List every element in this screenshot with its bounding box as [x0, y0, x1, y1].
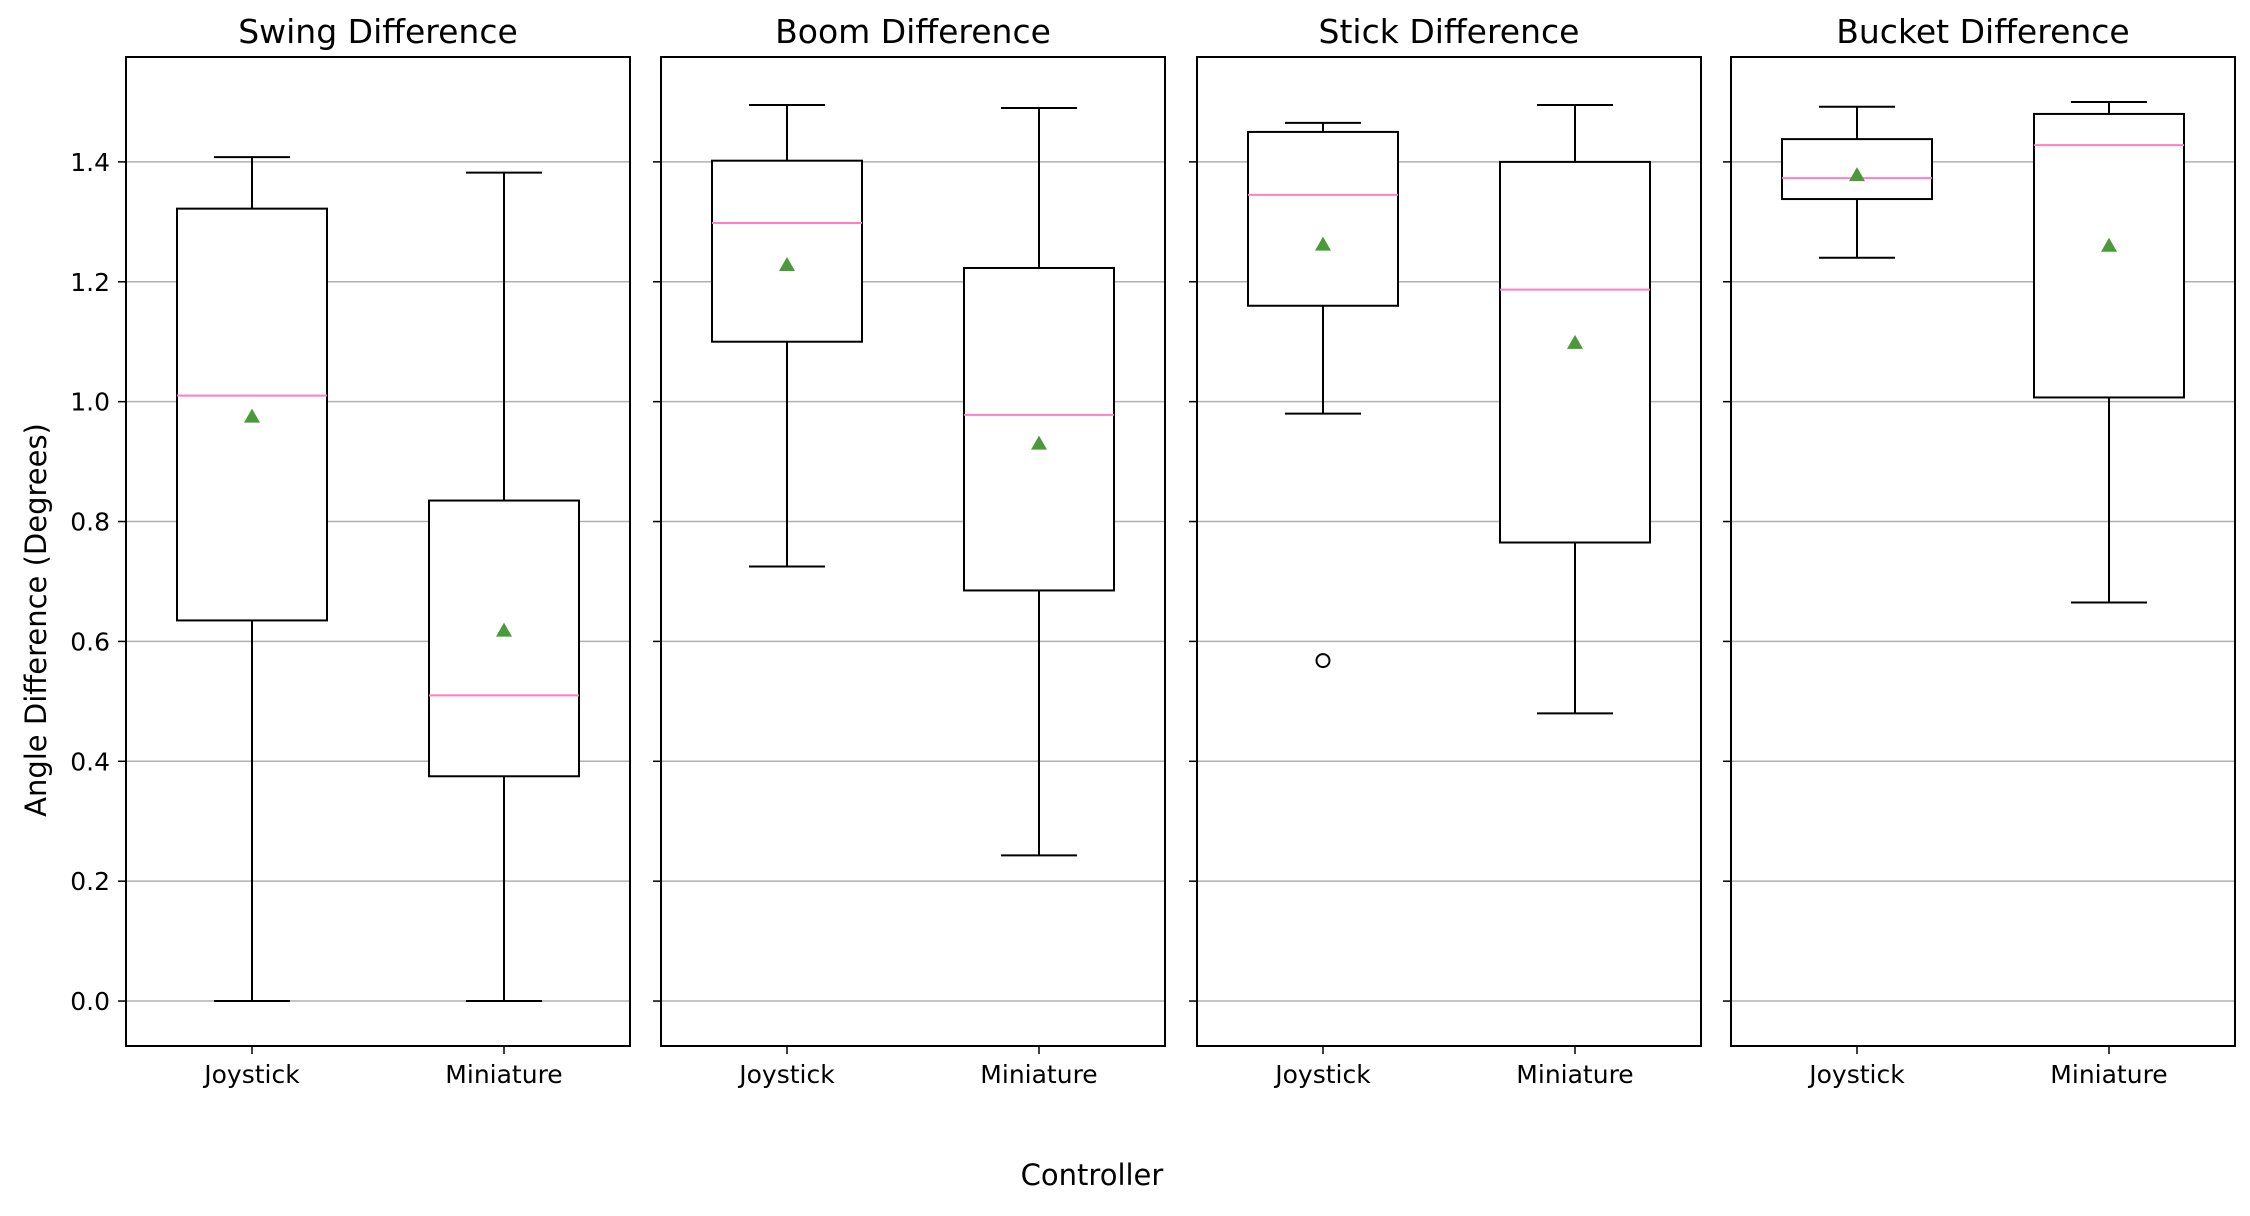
panels-group: 0.0 0.2 0.4 0.6 0.8 1.0 1.2 1.4 Swing Difference…	[70, 12, 2236, 1089]
box-joystick: Joystick	[176, 156, 328, 1089]
box-miniature: Miniature	[2033, 100, 2185, 1089]
y-tick-label: 0.2	[70, 867, 110, 896]
panel-title: Bucket Difference	[1836, 12, 2130, 51]
mean-marker	[779, 256, 795, 271]
x-tick-label: Miniature	[980, 1060, 1097, 1089]
box-joystick: Joystick	[711, 103, 863, 1089]
mean-marker	[1031, 435, 1047, 450]
x-tick-label: Miniature	[1516, 1060, 1633, 1089]
y-tick-label: 0.4	[70, 747, 110, 776]
panel-frame	[660, 56, 1166, 1047]
y-tick-label: 1.4	[70, 148, 110, 177]
iqr-box	[428, 499, 580, 778]
panel-frame	[125, 56, 631, 1047]
panel-2: Boom Difference Joystick Miniature	[653, 12, 1166, 1089]
mean-marker	[1849, 167, 1865, 182]
mean-marker	[2101, 237, 2117, 252]
x-tick-label: Joystick	[202, 1060, 300, 1089]
panel-title: Swing Difference	[238, 12, 518, 51]
iqr-box	[2033, 112, 2185, 399]
x-tick-label: Joystick	[737, 1060, 835, 1089]
mean-marker	[1567, 334, 1583, 349]
y-tick-label: 1.0	[70, 388, 110, 417]
iqr-box	[963, 266, 1115, 592]
panel-1: 0.0 0.2 0.4 0.6 0.8 1.0 1.2 1.4 Swing Difference…	[70, 12, 631, 1089]
panel-title: Stick Difference	[1319, 12, 1580, 51]
box-miniature: Miniature	[1499, 103, 1651, 1089]
panel-frame	[1730, 56, 2236, 1047]
x-tick-label: Miniature	[445, 1060, 562, 1089]
box-joystick: Joystick	[1247, 121, 1399, 1089]
panel-4: Bucket Difference Joystick Miniature	[1723, 12, 2236, 1089]
iqr-box	[711, 159, 863, 343]
panel-frame	[1196, 56, 1702, 1047]
mean-marker	[1315, 236, 1331, 251]
panel-3: Stick Difference Joystick Miniature	[1189, 12, 1702, 1089]
iqr-box	[1499, 160, 1651, 544]
box-joystick: Joystick	[1781, 105, 1933, 1089]
y-tick-label: 1.2	[70, 268, 110, 297]
y-tick-label: 0.6	[70, 627, 110, 656]
y-axis-label: Angle Difference (Degrees)	[19, 423, 53, 817]
iqr-box	[1247, 130, 1399, 307]
panel-title: Boom Difference	[775, 12, 1051, 51]
mean-marker	[496, 622, 512, 637]
x-tick-label: Joystick	[1807, 1060, 1905, 1089]
box-miniature: Miniature	[963, 106, 1115, 1089]
box-miniature: Miniature	[428, 171, 580, 1089]
outlier-point	[1315, 653, 1331, 669]
x-tick-label: Joystick	[1273, 1060, 1371, 1089]
y-tick-label: 0.0	[70, 987, 110, 1016]
x-axis-label: Controller	[1021, 1158, 1164, 1192]
x-tick-label: Miniature	[2050, 1060, 2167, 1089]
y-tick-label: 0.8	[70, 508, 110, 537]
mean-marker	[244, 408, 260, 423]
